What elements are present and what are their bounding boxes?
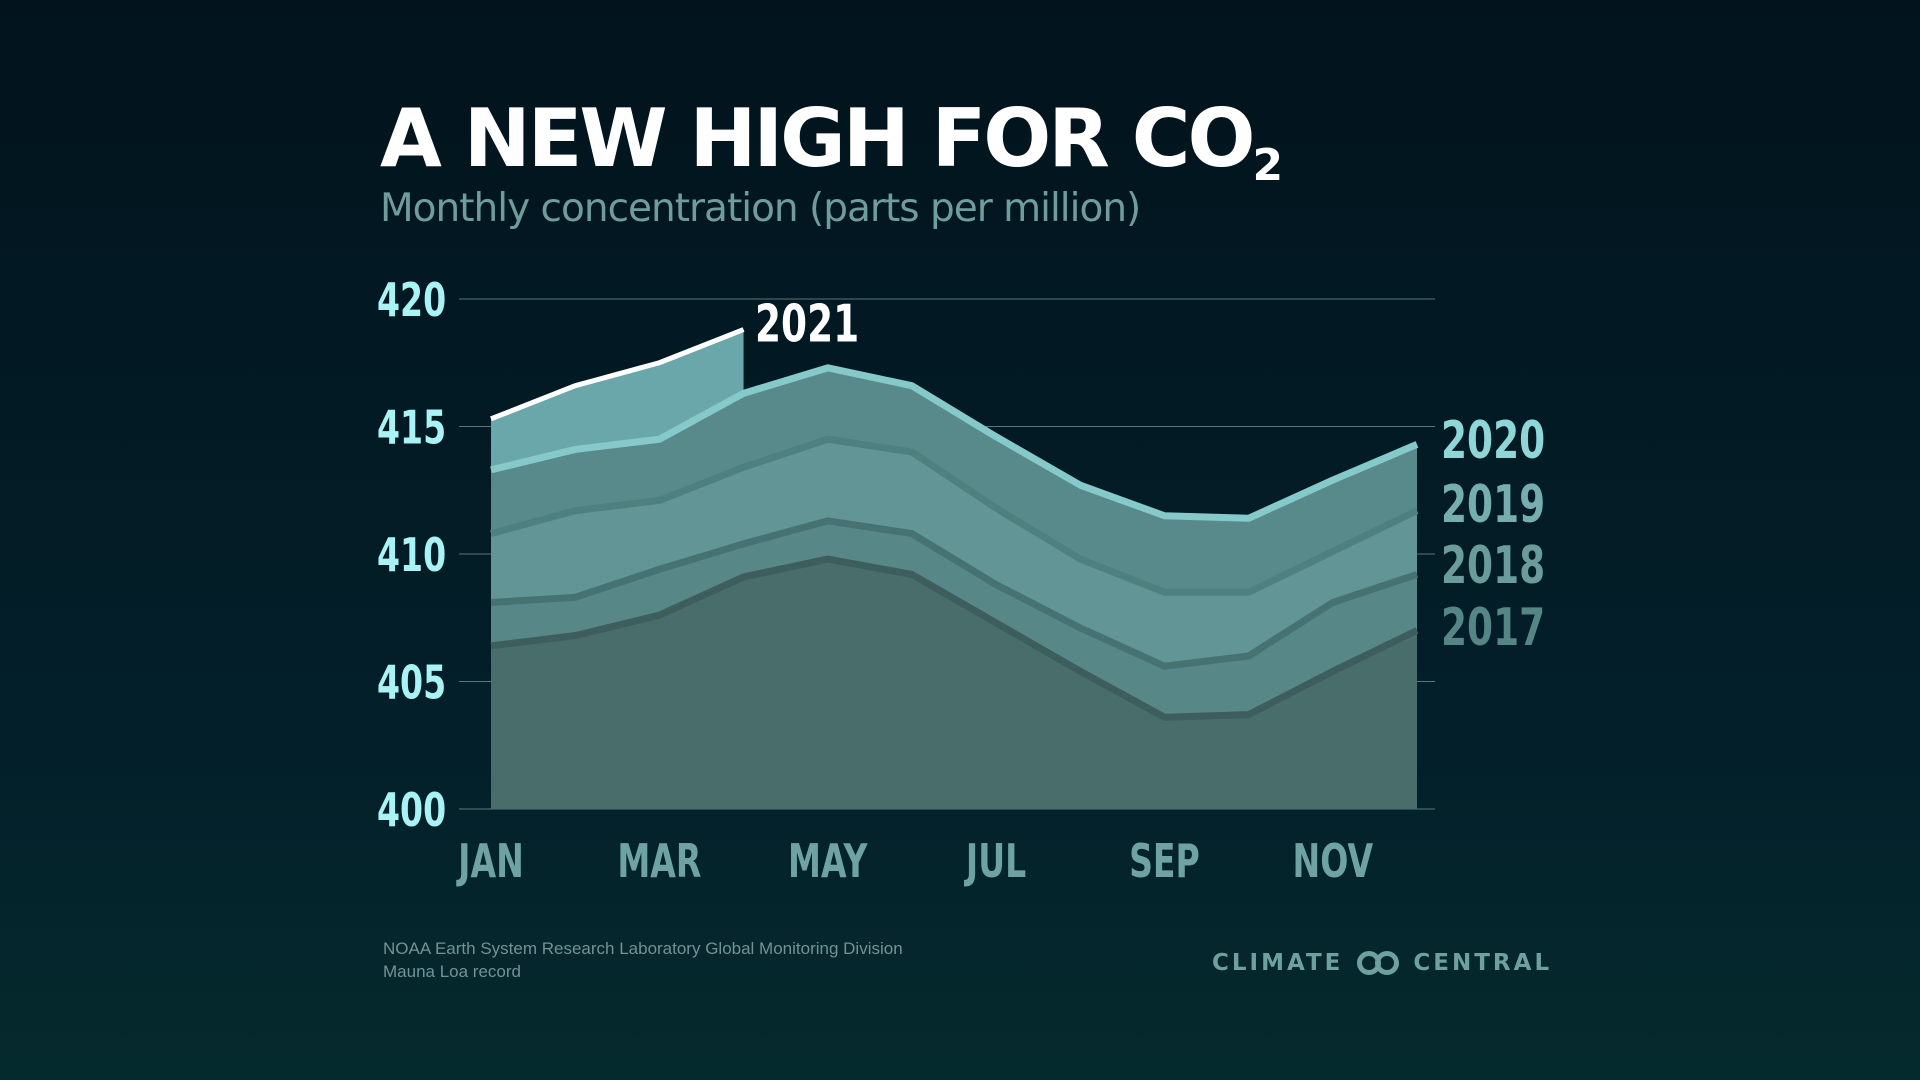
x-tick-label: MAY bbox=[788, 836, 868, 889]
y-tick-label: 400 bbox=[377, 785, 446, 838]
line-2017 bbox=[490, 555, 1419, 721]
line-2021 bbox=[490, 327, 745, 422]
series-label-2021: 2021 bbox=[755, 293, 859, 354]
y-tick-label: 415 bbox=[377, 402, 446, 455]
line-2019 bbox=[490, 435, 1419, 596]
chart-subtitle: Monthly concentration (parts per million… bbox=[380, 186, 1141, 231]
x-tick-label: SEP bbox=[1129, 836, 1200, 889]
y-tick-label: 405 bbox=[377, 657, 446, 710]
logo-text-right: CENTRAL bbox=[1413, 950, 1553, 976]
y-tick-label: 410 bbox=[377, 530, 446, 583]
series-label-2019: 2019 bbox=[1441, 474, 1545, 535]
source-line-2: Mauna Loa record bbox=[383, 962, 521, 981]
x-tick-label: NOV bbox=[1293, 836, 1374, 889]
line-2018 bbox=[490, 517, 1419, 670]
x-tick-label: JUL bbox=[963, 836, 1026, 889]
source-line-1: NOAA Earth System Research Laboratory Gl… bbox=[383, 939, 903, 958]
logo-text-left: CLIMATE bbox=[1212, 950, 1344, 976]
climate-central-logo: CLIMATE CENTRAL bbox=[1212, 950, 1552, 976]
area-2017 bbox=[491, 559, 1417, 809]
series-label-2020: 2020 bbox=[1441, 410, 1545, 471]
chart-title: A NEW HIGH FOR CO2 bbox=[380, 92, 1283, 191]
title-text: A NEW HIGH FOR CO bbox=[380, 92, 1255, 185]
interlocking-rings-icon bbox=[1357, 951, 1400, 975]
x-tick-label: JAN bbox=[456, 836, 524, 889]
x-tick-label: MAR bbox=[617, 836, 701, 889]
line-2020 bbox=[490, 364, 1419, 522]
series-label-2018: 2018 bbox=[1441, 535, 1545, 596]
y-tick-label: 420 bbox=[377, 275, 446, 328]
series-label-2017: 2017 bbox=[1441, 597, 1545, 658]
title-subscript: 2 bbox=[1252, 140, 1284, 191]
